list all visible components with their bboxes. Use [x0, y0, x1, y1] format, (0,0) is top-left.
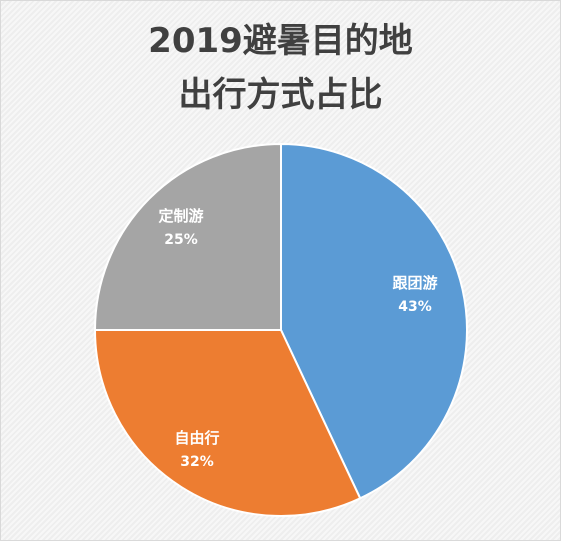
slice-value-3: 25%: [164, 232, 198, 248]
pie-slice-2: [93, 329, 362, 517]
slice-label-3: 定制游: [158, 207, 203, 225]
chart-title-line-2: 出行方式占比: [178, 75, 383, 115]
slice-value-1: 43%: [398, 299, 432, 315]
pie-slice-1: [280, 142, 468, 500]
slice-label-2: 自由行: [174, 429, 219, 447]
slice-value-2: 32%: [180, 454, 214, 470]
slice-label-1: 跟团游: [392, 274, 437, 292]
chart-title-line-1: 2019避暑目的地: [148, 21, 413, 61]
chart-title: 2019避暑目的地 出行方式占比: [0, 14, 561, 122]
pie-slice-3: [93, 142, 282, 331]
